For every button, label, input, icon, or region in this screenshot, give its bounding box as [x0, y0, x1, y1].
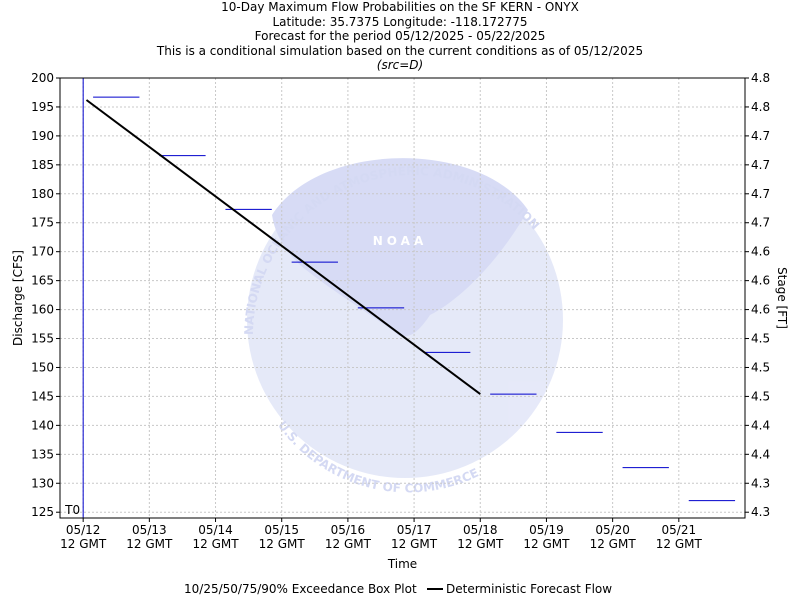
chart-titles: 10-Day Maximum Flow Probabilities on the…: [0, 0, 800, 73]
x-tick-label-date: 05/20: [595, 523, 630, 537]
noaa-watermark: NOAA NATIONAL OCEANIC AND ATMOSPHERIC AD…: [242, 158, 563, 495]
y2-tick-label: 4.8: [751, 100, 770, 114]
chart-subtitle-period: Forecast for the period 05/12/2025 - 05/…: [254, 29, 546, 43]
y-tick-label: 135: [31, 447, 54, 461]
x-tick-label-date: 05/18: [463, 523, 498, 537]
y-axis-right: 4.3 4.3 4.4 4.4 4.5 4.5 4.5 4.6 4.6 4.6 4.7 4.7 4.7 4…: [745, 71, 770, 519]
y-tick-label: 145: [31, 389, 54, 403]
y2-tick-label: 4.3: [751, 505, 770, 519]
legend: 10/25/50/75/90% Exceedance Box Plot Dete…: [184, 582, 612, 596]
y-tick-label: 180: [31, 187, 54, 201]
chart-subtitle-conditions: This is a conditional simulation based o…: [156, 43, 644, 58]
y2-tick-label: 4.8: [751, 71, 770, 85]
legend-forecast-label: Deterministic Forecast Flow: [446, 582, 612, 596]
noaa-logo-text: NOAA: [373, 234, 428, 248]
x-tick-label-date: 05/16: [331, 523, 366, 537]
deterministic-forecast-line: [85, 99, 481, 395]
y-tick-label: 160: [31, 303, 54, 317]
x-tick-label-date: 05/13: [132, 523, 167, 537]
y2-tick-label: 4.6: [751, 245, 770, 259]
y2-tick-label: 4.5: [751, 360, 770, 374]
y2-tick-label: 4.7: [751, 216, 770, 230]
y2-axis-label: Stage [FT]: [775, 267, 789, 329]
y-axis-left: 125 130 135 140 145 150 155 160 165 170 175 180 185 1…: [31, 71, 60, 519]
y-tick-label: 150: [31, 360, 54, 374]
legend-box-plot-label: 10/25/50/75/90% Exceedance Box Plot: [184, 582, 417, 596]
y-tick-label: 165: [31, 274, 54, 288]
x-tick-label-time: 12 GMT: [656, 537, 703, 551]
y2-tick-label: 4.5: [751, 389, 770, 403]
y-tick-label: 170: [31, 245, 54, 259]
x-tick-label-time: 12 GMT: [259, 537, 306, 551]
y2-tick-label: 4.4: [751, 418, 770, 432]
y-tick-label: 130: [31, 476, 54, 490]
x-tick-label-time: 12 GMT: [192, 537, 239, 551]
chart-source-note: (src=D): [376, 58, 424, 72]
y-tick-label: 175: [31, 216, 54, 230]
x-tick-label-time: 12 GMT: [126, 537, 173, 551]
chart-title: 10-Day Maximum Flow Probabilities on the…: [221, 0, 579, 14]
x-tick-label-date: 05/12: [66, 523, 101, 537]
chart-subtitle-location: Latitude: 35.7375 Longitude: -118.172775: [272, 14, 528, 29]
y-tick-label: 155: [31, 332, 54, 346]
y-tick-label: 190: [31, 129, 54, 143]
noaa-seagull-shape: [272, 158, 528, 337]
y2-tick-label: 4.6: [751, 303, 770, 317]
y2-tick-label: 4.6: [751, 274, 770, 288]
t0-label: T0: [64, 503, 80, 517]
x-tick-label-date: 05/21: [662, 523, 697, 537]
y2-tick-label: 4.7: [751, 187, 770, 201]
y-tick-label: 200: [31, 71, 54, 85]
y2-tick-label: 4.7: [751, 129, 770, 143]
y2-tick-label: 4.3: [751, 476, 770, 490]
y-tick-label: 195: [31, 100, 54, 114]
x-tick-label-date: 05/15: [264, 523, 299, 537]
y-tick-label: 125: [31, 505, 54, 519]
plot-area-frame: [59, 77, 746, 519]
x-tick-label-time: 12 GMT: [523, 537, 570, 551]
x-tick-label-time: 12 GMT: [60, 537, 107, 551]
x-tick-label-time: 12 GMT: [391, 537, 438, 551]
x-tick-label-time: 12 GMT: [325, 537, 372, 551]
x-tick-label-date: 05/17: [397, 523, 432, 537]
x-tick-label-time: 12 GMT: [590, 537, 637, 551]
x-axis-label: Time: [387, 557, 417, 571]
y-axis-label: Discharge [CFS]: [11, 250, 25, 346]
y2-tick-label: 4.5: [751, 332, 770, 346]
x-tick-label-date: 05/14: [198, 523, 233, 537]
series-layer: [82, 78, 736, 518]
y2-tick-label: 4.7: [751, 158, 770, 172]
y2-tick-label: 4.4: [751, 447, 770, 461]
x-tick-label-date: 05/19: [529, 523, 564, 537]
y-tick-label: 140: [31, 418, 54, 432]
y-tick-label: 185: [31, 158, 54, 172]
x-tick-label-time: 12 GMT: [457, 537, 504, 551]
